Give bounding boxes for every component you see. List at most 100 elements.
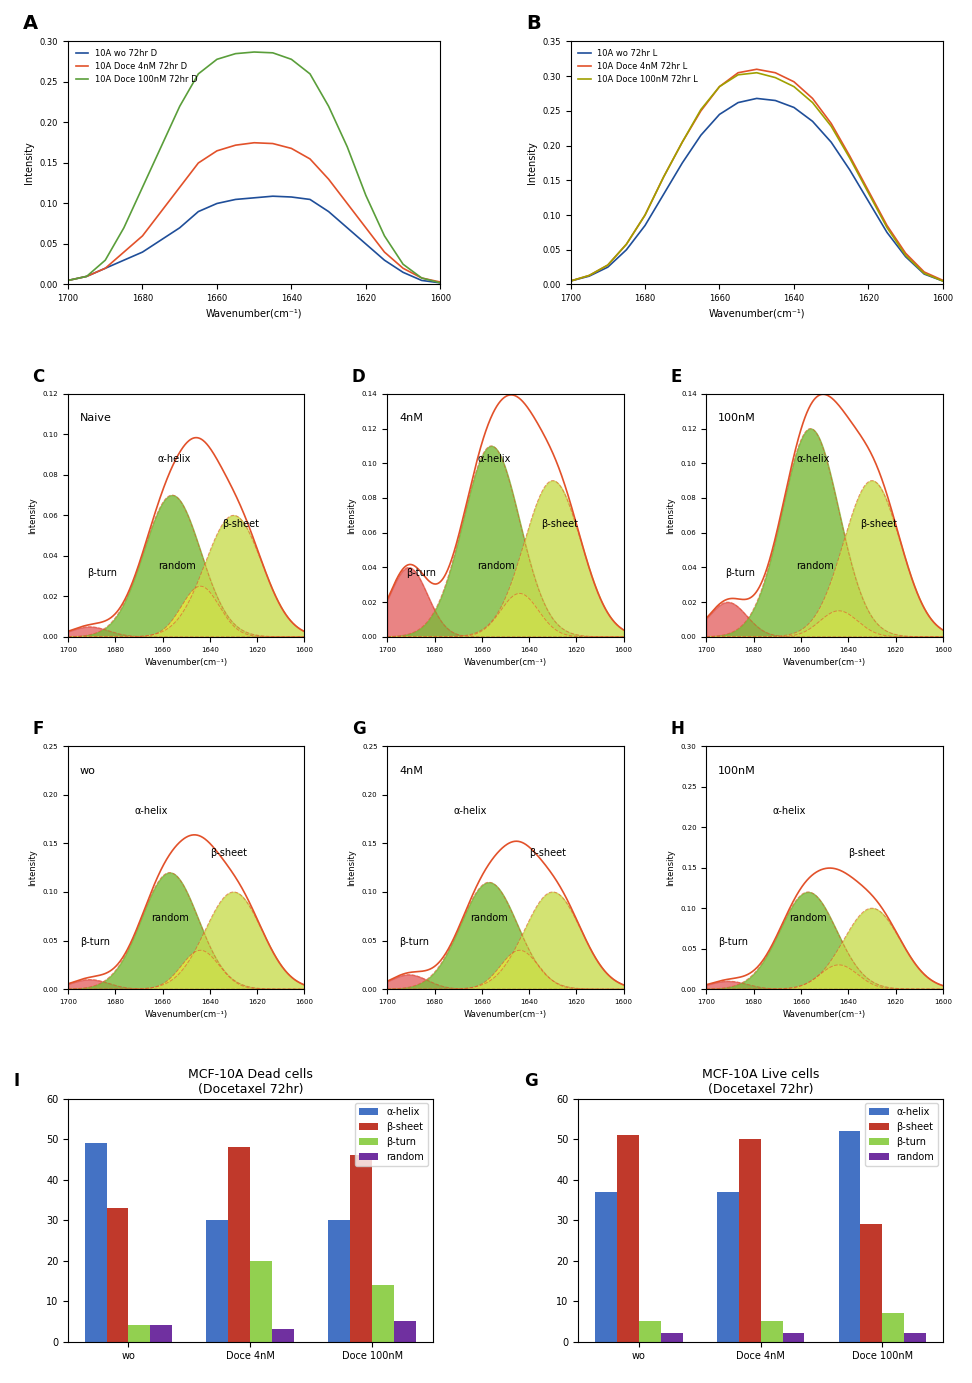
- 10A Doce 100nM 72hr L: [807, 94, 818, 111]
- 10A Doce 100nM 72hr D: [174, 98, 186, 115]
- 10A Doce 100nM 72hr L: [640, 207, 651, 224]
- 10A Doce 4nM 72hr L: [713, 79, 725, 95]
- 10A Doce 4nM 72hr L: [751, 61, 763, 77]
- 10A wo 72hr L: [788, 100, 800, 116]
- 10A wo 72hr L: [602, 259, 613, 275]
- Text: H: H: [671, 721, 685, 739]
- 10A wo 72hr D: [81, 268, 92, 285]
- 10A Doce 100nM 72hr D: [360, 187, 371, 203]
- 10A Doce 100nM 72hr D: [137, 178, 149, 195]
- 10A Doce 4nM 72hr D: [286, 140, 297, 156]
- Y-axis label: Intensity: Intensity: [347, 849, 356, 887]
- 10A wo 72hr D: [118, 252, 129, 268]
- Text: random: random: [789, 913, 827, 922]
- 10A wo 72hr L: [620, 242, 632, 259]
- 10A Doce 4nM 72hr L: [770, 65, 781, 82]
- 10A wo 72hr D: [379, 252, 391, 268]
- 10A wo 72hr D: [267, 188, 279, 205]
- 10A Doce 100nM 72hr D: [99, 252, 111, 268]
- Text: β-turn: β-turn: [725, 568, 755, 578]
- 10A Doce 4nM 72hr L: [602, 257, 613, 274]
- Text: α-helix: α-helix: [157, 454, 191, 463]
- 10A wo 72hr L: [807, 113, 818, 130]
- 10A wo 72hr D: [304, 191, 316, 207]
- Text: G: G: [352, 721, 365, 739]
- 10A Doce 4nM 72hr L: [807, 90, 818, 106]
- Text: random: random: [796, 560, 834, 571]
- Text: random: random: [157, 560, 195, 571]
- Text: I: I: [14, 1072, 19, 1090]
- 10A wo 72hr D: [434, 275, 446, 292]
- Bar: [350, 1155, 372, 1342]
- 10A Doce 100nM 72hr D: [267, 44, 279, 61]
- 10A wo 72hr L: [565, 272, 576, 289]
- 10A Doce 100nM 72hr L: [900, 248, 912, 264]
- Text: β-turn: β-turn: [399, 938, 429, 947]
- Text: wo: wo: [80, 766, 95, 776]
- 10A Doce 100nM 72hr L: [602, 257, 613, 274]
- 10A Doce 100nM 72hr D: [341, 138, 353, 155]
- Legend: 10A wo 72hr D, 10A Doce 4nM 72hr D, 10A Doce 100nM 72hr D: 10A wo 72hr D, 10A Doce 4nM 72hr D, 10A …: [72, 46, 200, 87]
- Y-axis label: Intensity: Intensity: [28, 496, 37, 534]
- 10A Doce 4nM 72hr D: [137, 228, 149, 245]
- 10A Doce 100nM 72hr L: [751, 65, 763, 82]
- Line: 10A Doce 100nM 72hr L: 10A Doce 100nM 72hr L: [571, 73, 943, 281]
- 10A wo 72hr D: [323, 203, 334, 220]
- Bar: [716, 1192, 739, 1342]
- Text: 100nM: 100nM: [718, 766, 756, 776]
- 10A Doce 100nM 72hr L: [844, 149, 855, 166]
- Text: F: F: [33, 721, 44, 739]
- 10A wo 72hr L: [695, 127, 707, 144]
- X-axis label: Wavenumber(cm⁻¹): Wavenumber(cm⁻¹): [464, 1011, 547, 1019]
- Y-axis label: Intensity: Intensity: [347, 496, 356, 534]
- 10A wo 72hr L: [640, 217, 651, 234]
- Text: β-turn: β-turn: [406, 568, 436, 578]
- 10A Doce 100nM 72hr D: [379, 228, 391, 245]
- Title: MCF-10A Live cells
(Docetaxel 72hr): MCF-10A Live cells (Docetaxel 72hr): [702, 1068, 819, 1095]
- 10A Doce 4nM 72hr D: [81, 268, 92, 285]
- 10A Doce 100nM 72hr L: [862, 184, 874, 201]
- 10A Doce 100nM 72hr L: [919, 266, 930, 282]
- 10A wo 72hr D: [137, 243, 149, 260]
- 10A Doce 100nM 72hr D: [304, 65, 316, 82]
- 10A Doce 100nM 72hr L: [788, 79, 800, 95]
- 10A Doce 4nM 72hr L: [565, 272, 576, 289]
- 10A Doce 4nM 72hr L: [658, 169, 670, 185]
- Line: 10A wo 72hr D: 10A wo 72hr D: [68, 196, 440, 284]
- Text: G: G: [524, 1072, 538, 1090]
- 10A Doce 4nM 72hr D: [192, 155, 204, 171]
- 10A Doce 4nM 72hr D: [174, 178, 186, 195]
- 10A Doce 100nM 72hr L: [732, 66, 744, 83]
- Text: random: random: [151, 913, 189, 922]
- 10A Doce 100nM 72hr L: [882, 220, 893, 236]
- 10A Doce 100nM 72hr L: [770, 69, 781, 86]
- Y-axis label: Intensity: Intensity: [667, 849, 676, 887]
- Bar: [595, 1192, 617, 1342]
- 10A wo 72hr D: [192, 203, 204, 220]
- Legend: 10A wo 72hr L, 10A Doce 4nM 72hr L, 10A Doce 100nM 72hr L: 10A wo 72hr L, 10A Doce 4nM 72hr L, 10A …: [574, 46, 702, 87]
- Text: α-helix: α-helix: [477, 454, 510, 463]
- X-axis label: Wavenumber(cm⁻¹): Wavenumber(cm⁻¹): [464, 658, 547, 667]
- Text: α-helix: α-helix: [796, 454, 830, 463]
- Text: random: random: [477, 560, 515, 571]
- Text: β-turn: β-turn: [87, 568, 117, 578]
- 10A Doce 4nM 72hr D: [248, 134, 260, 151]
- 10A wo 72hr L: [713, 106, 725, 123]
- 10A wo 72hr D: [229, 191, 241, 207]
- 10A wo 72hr D: [360, 235, 371, 252]
- Y-axis label: Intensity: Intensity: [24, 141, 34, 184]
- 10A Doce 4nM 72hr L: [640, 207, 651, 224]
- 10A Doce 4nM 72hr D: [62, 272, 74, 289]
- 10A Doce 4nM 72hr L: [862, 183, 874, 199]
- Line: 10A Doce 4nM 72hr L: 10A Doce 4nM 72hr L: [571, 69, 943, 281]
- 10A Doce 4nM 72hr L: [919, 264, 930, 281]
- 10A wo 72hr D: [286, 188, 297, 205]
- Bar: [760, 1321, 782, 1342]
- 10A wo 72hr D: [62, 272, 74, 289]
- X-axis label: Wavenumber(cm⁻¹): Wavenumber(cm⁻¹): [145, 1011, 227, 1019]
- 10A Doce 100nM 72hr L: [713, 79, 725, 95]
- X-axis label: Wavenumber(cm⁻¹): Wavenumber(cm⁻¹): [783, 658, 866, 667]
- 10A Doce 100nM 72hr L: [620, 236, 632, 253]
- X-axis label: Wavenumber(cm⁻¹): Wavenumber(cm⁻¹): [709, 308, 805, 318]
- 10A wo 72hr L: [862, 192, 874, 209]
